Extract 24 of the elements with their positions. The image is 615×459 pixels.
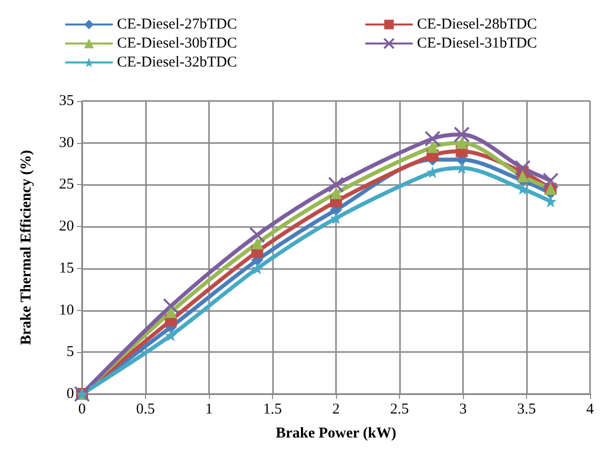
y-tick-label: 30 <box>59 134 74 151</box>
y-tick-label: 15 <box>59 260 74 276</box>
legend-label: CE-Diesel-27bTDC <box>117 16 237 32</box>
x-tick-label: 1 <box>205 402 213 418</box>
x-tick-label: 4 <box>586 402 594 418</box>
x-tick-label: 0 <box>78 402 86 418</box>
legend-label: CE-Diesel-31bTDC <box>417 36 537 52</box>
y-tick-label: 5 <box>66 344 74 360</box>
legend-label: CE-Diesel-28bTDC <box>417 16 537 32</box>
y-tick-label: 10 <box>59 302 74 318</box>
x-tick-label: 2.5 <box>390 402 409 418</box>
x-tick-label: 3.5 <box>517 402 536 418</box>
x-axis-title: Brake Power (kW) <box>276 426 396 442</box>
y-tick-label: 0 <box>66 386 74 402</box>
y-tick-label: 25 <box>59 176 74 193</box>
y-axis-title: Brake Thermal Efficiency (%) <box>18 150 34 346</box>
legend-label: CE-Diesel-30bTDC <box>117 36 237 52</box>
legend-label: CE-Diesel-32bTDC <box>117 54 237 70</box>
x-tick-label: 3 <box>459 402 467 418</box>
y-tick-label: 20 <box>59 218 74 235</box>
x-tick-label: 2 <box>332 402 340 418</box>
y-tick-label: 35 <box>59 93 74 109</box>
x-tick-label: 1.5 <box>263 402 282 418</box>
x-tick-label: 0.5 <box>136 402 155 418</box>
